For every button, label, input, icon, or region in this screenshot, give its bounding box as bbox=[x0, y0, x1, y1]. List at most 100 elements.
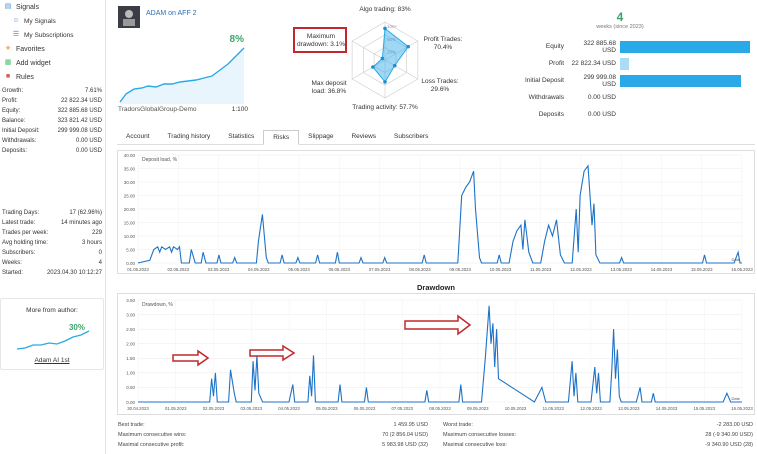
bottom-stat-label: Maximal consecutive loss: bbox=[443, 442, 507, 448]
radar-label-profit-trades: Profit Trades: 70.4% bbox=[423, 36, 463, 51]
risk-radar: 100+ 60% 20% Algo trading: 83% Profit Trad… bbox=[297, 4, 470, 116]
stat-row: Trades per week: 229 bbox=[0, 228, 106, 238]
x-tick-label: 03.05.2023 bbox=[240, 406, 262, 411]
x-tick-label: 11.05.2023 bbox=[530, 267, 552, 272]
widget-icon: ▦ bbox=[4, 59, 12, 66]
rules-icon: ■ bbox=[5, 73, 11, 80]
x-tick-label: 13.05.2023 bbox=[618, 406, 640, 411]
x-tick-label: 16.05.2023 bbox=[731, 267, 753, 272]
y-tick-label: 35.00 bbox=[124, 166, 136, 171]
drawdown-title: Drawdown bbox=[417, 283, 455, 292]
bottom-stats-right: Worst trade: -2 283.00 USD Maximum consecu… bbox=[443, 420, 753, 450]
author-widget[interactable]: More from author: 30% Adam AI 1st bbox=[0, 298, 104, 370]
bottom-stat-label: Worst trade: bbox=[443, 422, 473, 428]
stat-label: Growth: bbox=[2, 88, 24, 94]
y-tick-label: 3.00 bbox=[126, 312, 135, 317]
tab-subscribers[interactable]: Subscribers bbox=[394, 133, 429, 140]
growth-percent: 8% bbox=[229, 34, 244, 45]
stat-value: 299 999.08 USD bbox=[57, 128, 102, 134]
y-tick-label: 3.50 bbox=[126, 298, 135, 303]
tab-risks[interactable]: Risks bbox=[263, 130, 300, 145]
account-name[interactable]: ADAM on AFF 2 bbox=[146, 10, 197, 17]
radar-axis bbox=[384, 40, 419, 61]
bottom-stat-label: Best trade: bbox=[118, 422, 145, 428]
radar-label-activity: Trading activity: 57.7% bbox=[352, 104, 418, 111]
x-tick-label: 07.05.2023 bbox=[391, 406, 413, 411]
bar-value: 22 822.34 USD bbox=[571, 60, 616, 67]
tab-slippage[interactable]: Slippage bbox=[308, 133, 334, 140]
radar-label-algo: Algo trading: 83% bbox=[359, 6, 411, 13]
bottom-stat-value: 1 459.95 USD bbox=[393, 422, 428, 428]
tab-trading-history[interactable]: Trading history bbox=[167, 133, 211, 140]
x-axis-end-label: Date bbox=[732, 396, 741, 401]
radar-point bbox=[383, 80, 387, 84]
nav-item-label: My Signals bbox=[24, 17, 56, 25]
bar-row-deposits: Deposits 0.00 USD bbox=[518, 106, 754, 123]
drawdown-plot: Drawdown, % 3.50 3.00 2.50 2.00 1.50 1.00 0.50 0… bbox=[126, 298, 753, 411]
subscriptions-icon: ☰ bbox=[12, 31, 20, 38]
stat-label: Trading Days: bbox=[2, 210, 40, 216]
growth-sparkline bbox=[119, 47, 245, 104]
y-axis-title: Deposit load, % bbox=[142, 157, 178, 163]
nav-item-my-subscriptions[interactable]: ☰ My Subscriptions bbox=[0, 28, 106, 42]
radar-chart: 100+ 60% 20% bbox=[351, 21, 419, 99]
stat-value: 229 bbox=[91, 230, 102, 236]
stat-label: Latest trade: bbox=[2, 220, 36, 226]
bottom-stat-label: Maximal consecutive profit: bbox=[118, 442, 185, 448]
x-tick-label: 08.05.2023 bbox=[429, 406, 451, 411]
x-tick-label: 03.05.2023 bbox=[208, 267, 230, 272]
y-tick-label: 5.00 bbox=[126, 247, 135, 252]
tab-statistics[interactable]: Statistics bbox=[228, 133, 255, 140]
y-axis-title: Drawdown, % bbox=[142, 302, 173, 308]
x-tick-label: 10.05.2023 bbox=[490, 267, 512, 272]
series-line bbox=[137, 164, 742, 264]
bottom-stat-value: -2 283.00 USD bbox=[716, 422, 753, 428]
nav-item-signals[interactable]: ▤ Signals bbox=[0, 0, 106, 14]
stat-value: 4 bbox=[98, 260, 102, 266]
left-sidebar: ▤ Signals ☺ My Signals ☰ My Subscriptions ★ Fav… bbox=[0, 0, 106, 454]
avatar bbox=[118, 6, 140, 28]
tab-reviews[interactable]: Reviews bbox=[351, 133, 377, 140]
author-growth: 30% bbox=[68, 323, 85, 332]
x-tick-label: 02.05.2023 bbox=[203, 406, 225, 411]
bottom-stat-row: Worst trade: -2 283.00 USD bbox=[443, 420, 753, 430]
bottom-stat-row: Maximum consecutive wins: 70 (2 856.04 US… bbox=[118, 430, 428, 440]
nav-item-favorites[interactable]: ★ Favorites bbox=[0, 42, 106, 56]
tab-bar: Account Trading history Statistics Risks Sli… bbox=[117, 130, 755, 145]
bar-fill bbox=[620, 57, 630, 70]
bar-fill bbox=[620, 40, 750, 53]
bar-track bbox=[620, 109, 750, 121]
stat-value: 0.00 USD bbox=[75, 138, 102, 144]
radar-axis bbox=[351, 40, 386, 61]
stat-label: Initial Deposit: bbox=[2, 128, 40, 134]
nav-item-rules[interactable]: ■ Rules bbox=[0, 70, 106, 84]
bar-track bbox=[620, 74, 750, 87]
x-tick-label: 04.05.2023 bbox=[278, 406, 300, 411]
stat-label: Balance: bbox=[2, 118, 26, 124]
x-tick-label: 11.05.2023 bbox=[543, 406, 565, 411]
bottom-stat-row: Best trade: 1 459.95 USD bbox=[118, 420, 428, 430]
x-tick-label: 06.05.2023 bbox=[329, 267, 351, 272]
nav-item-my-signals[interactable]: ☺ My Signals bbox=[0, 14, 106, 28]
x-tick-label: 08.05.2023 bbox=[409, 267, 431, 272]
y-tick-label: 0.00 bbox=[126, 261, 135, 266]
x-tick-label: 16.05.2023 bbox=[731, 406, 753, 411]
nav-item-add-widget[interactable]: ▦ Add widget bbox=[0, 56, 106, 70]
stat-row: Started: 2023.04.30 10:12:27 bbox=[0, 268, 106, 278]
radar-area bbox=[372, 27, 409, 83]
x-tick-label: 01.05.2023 bbox=[165, 406, 187, 411]
x-tick-label: 15.05.2023 bbox=[693, 406, 715, 411]
account-stats: Growth: 7.61% Profit: 22 822.34 USD Equity: 3… bbox=[0, 86, 106, 156]
stat-row: Profit: 22 822.34 USD bbox=[0, 96, 106, 106]
tab-account[interactable]: Account bbox=[126, 133, 150, 140]
y-tick-label: 2.50 bbox=[126, 327, 135, 332]
stat-label: Equity: bbox=[2, 108, 21, 114]
star-icon: ★ bbox=[4, 45, 12, 52]
highlight-box bbox=[293, 27, 347, 53]
series-line bbox=[138, 305, 742, 403]
x-tick-label: 09.05.2023 bbox=[467, 406, 489, 411]
y-tick-label: 0.50 bbox=[126, 385, 135, 390]
radar-point bbox=[371, 65, 375, 69]
author-link[interactable]: Adam AI 1st bbox=[34, 357, 70, 364]
stat-value: 22 822.34 USD bbox=[60, 98, 102, 104]
